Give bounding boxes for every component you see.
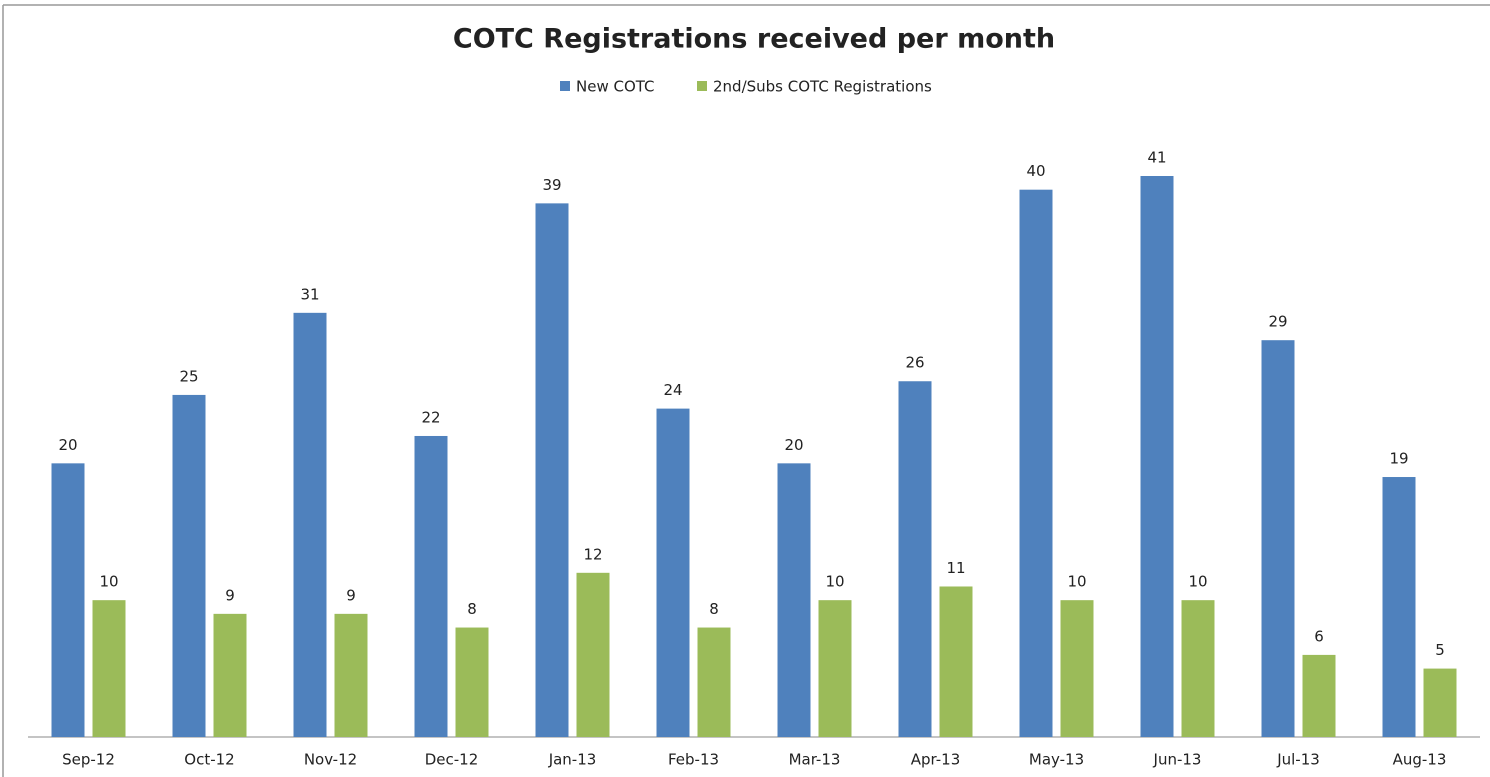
bar bbox=[656, 408, 690, 737]
x-tick-label: Jul-13 bbox=[1276, 751, 1320, 769]
bar bbox=[1181, 600, 1215, 737]
x-tick-label: Dec-12 bbox=[425, 751, 479, 769]
bar bbox=[172, 394, 206, 737]
data-label: 10 bbox=[99, 573, 118, 591]
legend-swatch bbox=[697, 81, 707, 91]
x-tick-label: Jan-13 bbox=[548, 751, 597, 769]
bar bbox=[213, 613, 247, 737]
x-tick-label: Sep-12 bbox=[62, 751, 115, 769]
bar bbox=[576, 572, 610, 737]
bar bbox=[697, 627, 731, 737]
bar bbox=[414, 435, 448, 737]
data-label: 9 bbox=[225, 586, 235, 604]
bar bbox=[777, 463, 811, 737]
x-tick-label: May-13 bbox=[1029, 751, 1084, 769]
data-label: 12 bbox=[583, 545, 602, 563]
bar bbox=[1302, 654, 1336, 737]
x-tick-label: Jun-13 bbox=[1153, 751, 1202, 769]
legend-label: New COTC bbox=[576, 78, 655, 96]
x-tick-label: Feb-13 bbox=[668, 751, 719, 769]
bar bbox=[51, 463, 85, 737]
bar bbox=[1382, 477, 1416, 737]
data-label: 6 bbox=[1314, 627, 1324, 645]
bar bbox=[1060, 600, 1094, 737]
data-label: 39 bbox=[542, 176, 561, 194]
bar bbox=[939, 586, 973, 737]
data-label: 41 bbox=[1147, 149, 1166, 167]
x-tick-label: Aug-13 bbox=[1393, 751, 1447, 769]
x-tick-label: Nov-12 bbox=[304, 751, 357, 769]
data-label: 20 bbox=[784, 436, 803, 454]
data-label: 31 bbox=[300, 285, 319, 303]
data-label: 29 bbox=[1268, 313, 1287, 331]
bar bbox=[1261, 340, 1295, 737]
chart-title: COTC Registrations received per month bbox=[453, 24, 1055, 55]
bar bbox=[293, 312, 327, 737]
bar bbox=[1423, 668, 1457, 737]
x-tick-label: Oct-12 bbox=[184, 751, 234, 769]
data-label: 40 bbox=[1026, 162, 1045, 180]
x-tick-label: Mar-13 bbox=[789, 751, 841, 769]
bar bbox=[1019, 189, 1053, 737]
data-label: 25 bbox=[179, 367, 198, 385]
data-label: 10 bbox=[825, 573, 844, 591]
bar bbox=[1140, 176, 1174, 737]
bar bbox=[92, 600, 126, 737]
data-label: 22 bbox=[421, 408, 440, 426]
data-label: 10 bbox=[1188, 573, 1207, 591]
bar bbox=[818, 600, 852, 737]
bar bbox=[535, 203, 569, 738]
x-tick-label: Apr-13 bbox=[911, 751, 961, 769]
data-label: 8 bbox=[709, 600, 719, 618]
bar bbox=[455, 627, 489, 737]
data-label: 9 bbox=[346, 586, 356, 604]
legend-swatch bbox=[560, 81, 570, 91]
data-label: 5 bbox=[1435, 641, 1445, 659]
data-label: 10 bbox=[1067, 573, 1086, 591]
data-label: 24 bbox=[663, 381, 682, 399]
bar bbox=[334, 613, 368, 737]
data-label: 20 bbox=[58, 436, 77, 454]
data-label: 11 bbox=[946, 559, 965, 577]
data-label: 8 bbox=[467, 600, 477, 618]
data-label: 19 bbox=[1389, 450, 1408, 468]
legend-label: 2nd/Subs COTC Registrations bbox=[713, 78, 932, 96]
bar bbox=[898, 381, 932, 737]
data-label: 26 bbox=[905, 354, 924, 372]
